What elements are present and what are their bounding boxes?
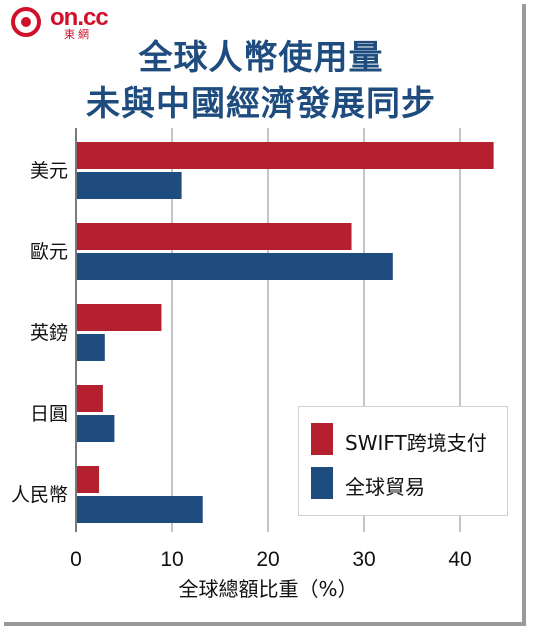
legend-label-swift: SWIFT跨境支付 <box>345 431 487 455</box>
bar-swift-1 <box>77 223 352 250</box>
legend-label-trade: 全球貿易 <box>345 475 425 499</box>
brand-logo: on.cc 東網 <box>6 4 118 42</box>
legend: SWIFT跨境支付 全球貿易 <box>298 406 508 516</box>
chart-title-line-2: 未與中國經濟發展同步 <box>86 84 436 124</box>
category-label-0: 美元 <box>30 160 68 182</box>
x-axis-label: 全球總額比重（%） <box>178 577 357 601</box>
x-tick-labels: 0 10 20 30 40 <box>70 548 472 571</box>
chart-frame: on.cc 東網 全球人幣使用量 未與中國經濟發展同步 美元歐元英鎊日圓人民幣 … <box>6 4 508 601</box>
category-label-2: 英鎊 <box>30 322 68 344</box>
x-tick-label-30: 30 <box>352 548 375 571</box>
bars <box>77 142 494 523</box>
bar-trade-4 <box>77 496 203 523</box>
x-tick-label-40: 40 <box>448 548 471 571</box>
bar-swift-4 <box>77 466 100 493</box>
legend-swatch-trade <box>311 467 333 499</box>
logo-text: on.cc <box>50 4 109 31</box>
logo-subtext: 東網 <box>64 28 92 41</box>
bar-swift-2 <box>77 304 162 331</box>
x-tick-label-20: 20 <box>256 548 279 571</box>
on-cc-logo-icon <box>11 7 41 37</box>
bar-trade-2 <box>77 334 105 361</box>
bar-trade-0 <box>77 172 182 199</box>
bar-trade-1 <box>77 253 393 280</box>
legend-swatch-swift <box>311 423 333 455</box>
x-tick-label-10: 10 <box>160 548 183 571</box>
bar-swift-3 <box>77 385 103 412</box>
bar-trade-3 <box>77 415 115 442</box>
chart-title-line-1: 全球人幣使用量 <box>138 38 384 78</box>
category-label-4: 人民幣 <box>11 484 68 506</box>
category-label-3: 日圓 <box>30 403 68 425</box>
bar-swift-0 <box>77 142 494 169</box>
x-tick-label-0: 0 <box>70 548 82 571</box>
category-label-1: 歐元 <box>30 241 68 263</box>
